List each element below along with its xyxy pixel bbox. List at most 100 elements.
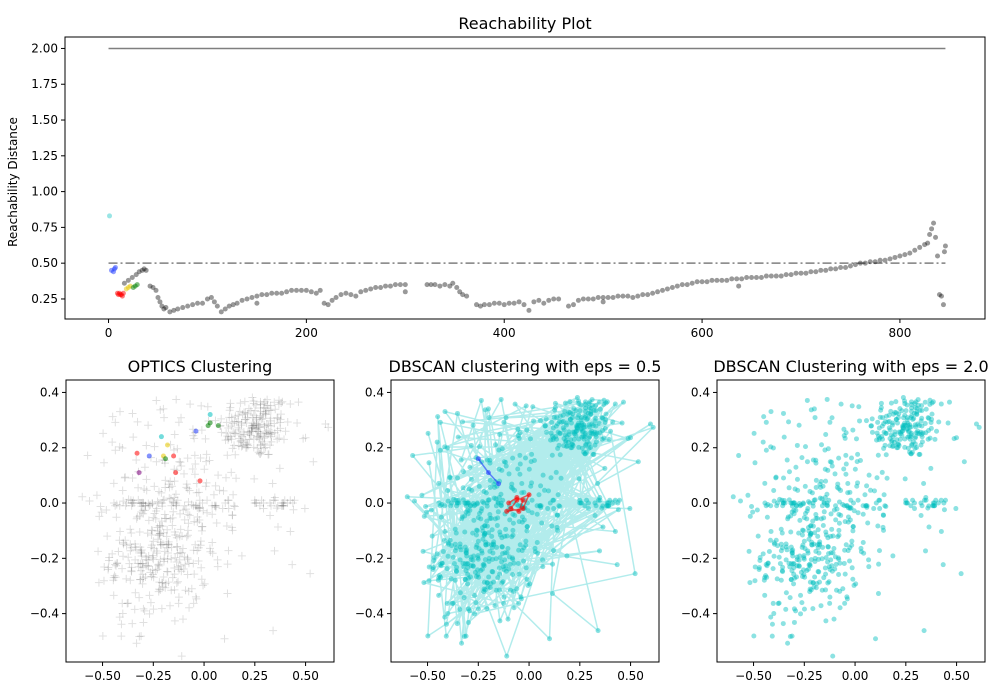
cluster-point [793,507,799,513]
noise-point [240,408,249,417]
cluster-point [510,527,516,533]
cluster-point [925,436,931,442]
cluster-point [797,503,803,509]
cluster-point [843,452,849,458]
cluster-point [841,426,847,432]
reachability-point [838,264,844,270]
cluster-point [576,436,582,442]
cluster-point [908,451,914,457]
cluster-point [850,524,856,530]
cluster-point [779,530,785,536]
noise-point [145,609,154,618]
cluster-point [457,557,463,563]
noise-point [276,424,285,433]
cluster-point [553,469,559,475]
cluster-point [790,500,796,506]
cluster-point [480,528,486,534]
cluster-point [592,513,598,519]
cluster-point [832,554,838,560]
cluster-point [538,483,544,489]
cluster-point [557,504,563,510]
cluster-point [474,500,480,506]
noise-point [83,451,92,460]
noise-point [142,555,151,564]
cluster-point [563,438,569,444]
cluster-point [501,459,507,465]
cluster-point [897,406,903,412]
reachability-point [175,306,181,312]
cluster-point [457,544,463,550]
x-tick-label: 600 [691,326,714,340]
reachability-point [882,257,888,263]
noise-point [144,516,153,525]
noise-point [249,399,258,408]
cluster-point [523,403,529,409]
noise-point [153,565,162,574]
cluster-point [616,497,622,503]
cluster-point [789,509,795,515]
noise-point [102,506,111,515]
cluster-point [828,550,834,556]
noise-point [121,536,130,545]
cluster-point [567,416,573,422]
cluster-point [504,550,510,556]
cluster-point [530,404,536,410]
cluster-point [484,503,490,509]
cluster-point [929,411,935,417]
cluster-point [813,515,819,521]
noise-point [137,502,146,511]
reachability-point [447,283,453,289]
noise-point [135,512,144,521]
cluster-point [825,446,831,452]
cluster-point [578,417,584,423]
cluster-point [790,553,796,559]
cluster-point [471,517,477,523]
cluster-point [451,561,457,567]
cluster-point [905,420,911,426]
cluster-point [818,484,824,490]
noise-point [179,615,188,624]
noise-point [249,419,258,428]
noise-point [152,504,161,513]
cluster-point [542,423,548,429]
cluster-point [620,399,626,405]
reachability-point [927,232,933,238]
noise-point [146,568,155,577]
noise-point [252,424,261,433]
cluster-point [582,503,588,509]
reachability-point [437,283,443,289]
cluster-point [466,500,472,506]
x-tick-label: 0.50 [617,669,644,683]
cluster-point [552,407,558,413]
cluster-point [868,423,874,429]
dbscan-05-title: DBSCAN clustering with eps = 0.5 [389,357,662,376]
reachability-point [321,300,327,306]
reachability-point [136,269,142,275]
noise-point [148,565,157,574]
noise-point [266,416,275,425]
cluster-point [912,441,918,447]
cluster-point [581,436,587,442]
cluster-point [790,561,796,567]
noise-point [223,560,232,569]
noise-point [224,504,233,513]
cluster-point [590,402,596,408]
cluster-point [537,503,543,509]
noise-point [203,402,212,411]
cluster-point [885,419,891,425]
cluster-point [561,427,567,433]
cluster-point [483,542,489,548]
noise-point [166,477,175,486]
noise-point [253,427,262,436]
reachability-point [254,300,260,306]
cluster-point [582,424,588,430]
cluster-point [447,475,453,481]
noise-point [190,517,199,526]
cluster-point [525,582,531,588]
cluster-point [892,432,898,438]
cluster-point [566,432,572,438]
cluster-point [600,428,606,434]
cluster-point [802,483,808,489]
noise-point [126,546,135,555]
reachability-point [284,289,290,295]
